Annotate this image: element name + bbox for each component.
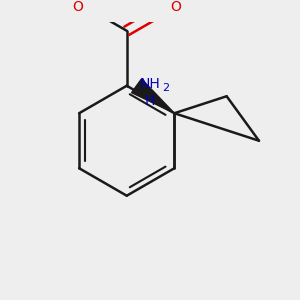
Text: O: O [72,0,83,14]
Text: NH: NH [140,77,160,91]
Text: O: O [170,0,181,14]
Text: 2: 2 [162,83,169,93]
Polygon shape [132,79,174,113]
Text: H: H [145,94,155,108]
